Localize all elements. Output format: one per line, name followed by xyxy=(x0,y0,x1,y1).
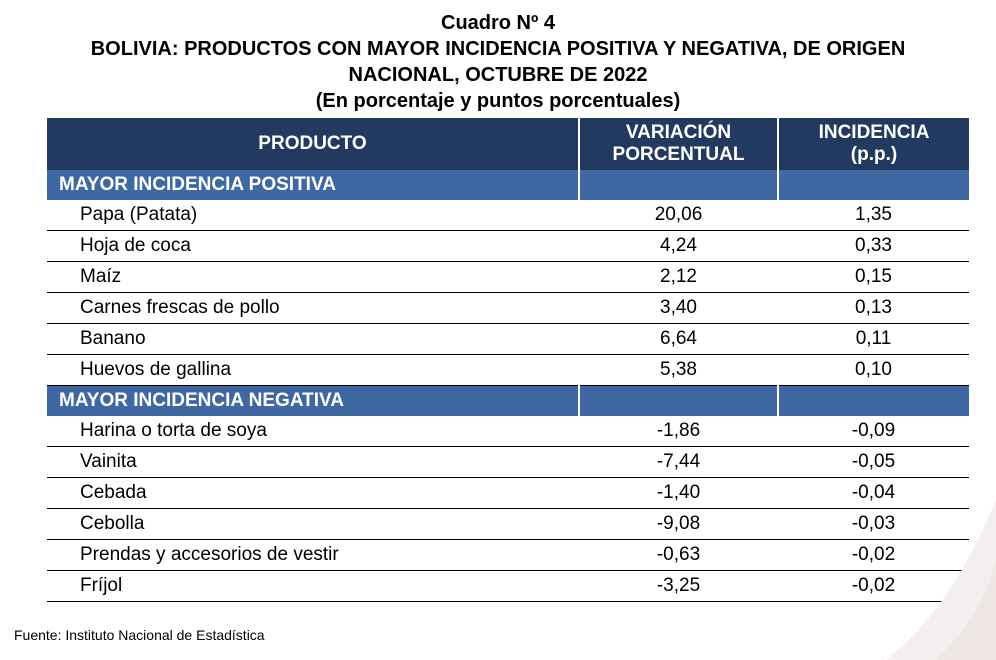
table-row: Huevos de gallina 5,38 0,10 xyxy=(47,354,969,386)
section-positive-label: MAYOR INCIDENCIA POSITIVA xyxy=(47,170,579,200)
table-row: Papa (Patata) 20,06 1,35 xyxy=(47,200,969,231)
table-row: Carnes frescas de pollo 3,40 0,13 xyxy=(47,292,969,324)
producto-cell: Papa (Patata) xyxy=(47,200,579,231)
table-row: Fríjol -3,25 -0,02 xyxy=(47,570,969,602)
source-note: Fuente: Instituto Nacional de Estadístic… xyxy=(14,627,265,643)
incidencia-cell: 0,11 xyxy=(778,323,969,355)
header-variacion: VARIACIÓN PORCENTUAL xyxy=(578,118,778,170)
producto-cell: Prendas y accesorios de vestir xyxy=(47,539,579,571)
incidencia-cell: -0,02 xyxy=(778,570,969,602)
incidencia-cell: -0,03 xyxy=(778,508,969,540)
header-row: PRODUCTO VARIACIÓN PORCENTUAL INCIDENCIA(… xyxy=(47,118,969,170)
producto-cell: Hoja de coca xyxy=(47,230,579,262)
table-subtitle: (En porcentaje y puntos porcentuales) xyxy=(315,90,681,112)
variacion-cell: -7,44 xyxy=(579,446,778,478)
section-cell xyxy=(777,385,969,416)
variacion-cell: -3,25 xyxy=(579,570,778,602)
incidencia-cell: 0,33 xyxy=(778,230,969,262)
producto-cell: Cebolla xyxy=(47,508,579,540)
producto-cell: Vainita xyxy=(47,446,579,478)
table-row: Prendas y accesorios de vestir -0,63 -0,… xyxy=(47,539,969,571)
incidencia-cell: 0,13 xyxy=(778,292,969,324)
header-producto: PRODUCTO xyxy=(47,118,579,170)
producto-cell: Cebada xyxy=(47,477,579,509)
section-cell xyxy=(578,170,778,200)
table-row: Hoja de coca 4,24 0,33 xyxy=(47,230,969,262)
table-number: Cuadro Nº 4 xyxy=(441,12,555,34)
section-cell xyxy=(578,385,778,416)
data-table: PRODUCTO VARIACIÓN PORCENTUAL INCIDENCIA(… xyxy=(47,118,969,602)
variacion-cell: 20,06 xyxy=(579,200,778,231)
variacion-cell: 2,12 xyxy=(579,261,778,293)
corner-swoosh-icon xyxy=(886,500,996,660)
variacion-cell: -0,63 xyxy=(579,539,778,571)
producto-cell: Harina o torta de soya xyxy=(47,416,579,447)
table-row: Vainita -7,44 -0,05 xyxy=(47,446,969,478)
producto-cell: Carnes frescas de pollo xyxy=(47,292,579,324)
table-row: Maíz 2,12 0,15 xyxy=(47,261,969,293)
variacion-cell: 4,24 xyxy=(579,230,778,262)
table-title-line-1: BOLIVIA: PRODUCTOS CON MAYOR INCIDENCIA … xyxy=(90,38,906,60)
variacion-cell: -1,86 xyxy=(579,416,778,447)
header-variacion-line-1: VARIACIÓN xyxy=(625,122,732,143)
table-row: Cebada -1,40 -0,04 xyxy=(47,477,969,509)
header-incidencia: INCIDENCIA (p.p.) xyxy=(777,118,969,170)
incidencia-cell: 0,10 xyxy=(778,354,969,386)
header-incidencia-line-1: INCIDENCIA xyxy=(818,122,930,143)
incidencia-cell: -0,04 xyxy=(778,477,969,509)
section-negative-label: MAYOR INCIDENCIA NEGATIVA xyxy=(47,385,579,416)
variacion-cell: -9,08 xyxy=(579,508,778,540)
variacion-cell: -1,40 xyxy=(579,477,778,509)
table-row: Banano 6,64 0,11 xyxy=(47,323,969,355)
section-positive: MAYOR INCIDENCIA POSITIVA xyxy=(47,170,969,200)
variacion-cell: 3,40 xyxy=(579,292,778,324)
incidencia-cell: -0,09 xyxy=(778,416,969,447)
section-cell xyxy=(777,170,969,200)
header-producto-label: PRODUCTO xyxy=(258,133,367,154)
variacion-cell: 5,38 xyxy=(579,354,778,386)
table-row: Harina o torta de soya -1,86 -0,09 xyxy=(47,416,969,447)
decorative-corner xyxy=(826,500,996,660)
incidencia-cell: -0,05 xyxy=(778,446,969,478)
incidencia-cell: -0,02 xyxy=(778,539,969,571)
table-title-line-2: NACIONAL, OCTUBRE DE 2022 xyxy=(348,64,648,86)
producto-cell: Banano xyxy=(47,323,579,355)
title-block: Cuadro Nº 4 BOLIVIA: PRODUCTOS CON MAYOR… xyxy=(0,10,996,114)
header-incidencia-line-2: (p.p.) xyxy=(850,144,898,165)
producto-cell: Maíz xyxy=(47,261,579,293)
header-variacion-line-2: PORCENTUAL xyxy=(612,144,745,165)
section-negative: MAYOR INCIDENCIA NEGATIVA xyxy=(47,385,969,416)
variacion-cell: 6,64 xyxy=(579,323,778,355)
producto-cell: Huevos de gallina xyxy=(47,354,579,386)
table-row: Cebolla -9,08 -0,03 xyxy=(47,508,969,540)
producto-cell: Fríjol xyxy=(47,570,579,602)
incidencia-cell: 0,15 xyxy=(778,261,969,293)
incidencia-cell: 1,35 xyxy=(778,200,969,231)
